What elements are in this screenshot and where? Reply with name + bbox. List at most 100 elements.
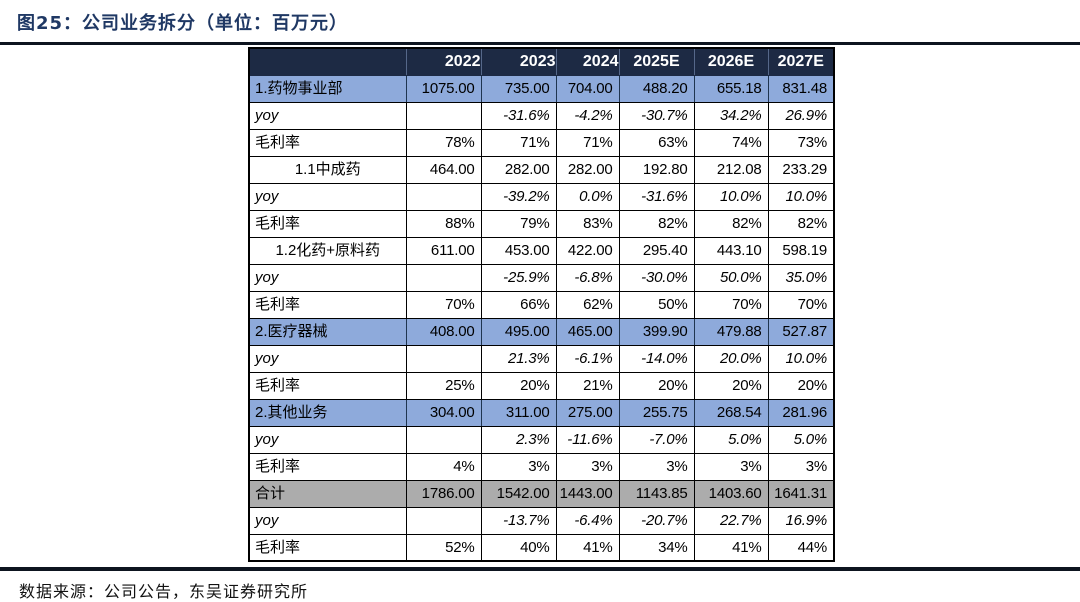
section-row: 2.其他业务 304.00 311.00 275.00 255.75 268.54 281.… bbox=[248, 398, 835, 427]
margin-row: 毛利率 78% 71% 71% 63% 74% 73% bbox=[248, 128, 835, 157]
business-breakdown-table: 2022 2023 2024 2025E 2026E 2027E 1.药物事业部 1075.… bbox=[248, 47, 835, 562]
value-cell: 70% bbox=[405, 290, 482, 319]
header-cell-2027E: 2027E bbox=[767, 47, 835, 76]
value-cell: 20% bbox=[618, 371, 695, 400]
row-label: 毛利率 bbox=[248, 290, 407, 319]
value-cell: -25.9% bbox=[480, 263, 557, 292]
row-label: 1.药物事业部 bbox=[248, 74, 407, 103]
sub-row: 1.2化药+原料药 611.00 453.00 422.00 295.40 443.10 5… bbox=[248, 236, 835, 265]
value-cell: 408.00 bbox=[405, 317, 482, 346]
value-cell: 78% bbox=[405, 128, 482, 157]
value-cell: 3% bbox=[693, 452, 769, 481]
value-cell: 35.0% bbox=[767, 263, 835, 292]
margin-row: 毛利率 25% 20% 21% 20% 20% 20% bbox=[248, 371, 835, 400]
value-cell: 704.00 bbox=[555, 74, 620, 103]
value-cell: 0.0% bbox=[555, 182, 620, 211]
value-cell: 52% bbox=[405, 533, 482, 562]
table-header: 2022 2023 2024 2025E 2026E 2027E bbox=[248, 47, 835, 76]
value-cell: 25% bbox=[405, 371, 482, 400]
value-cell: 20.0% bbox=[693, 344, 769, 373]
value-cell: -6.1% bbox=[555, 344, 620, 373]
row-label: yoy bbox=[248, 182, 407, 211]
value-cell: 21.3% bbox=[480, 344, 557, 373]
margin-row: 毛利率 88% 79% 83% 82% 82% 82% bbox=[248, 209, 835, 238]
value-cell: 20% bbox=[693, 371, 769, 400]
value-cell: 479.88 bbox=[693, 317, 769, 346]
value-cell: 281.96 bbox=[767, 398, 835, 427]
section-row: 1.药物事业部 1075.00 735.00 704.00 488.20 655.18 83… bbox=[248, 74, 835, 103]
value-cell: 422.00 bbox=[555, 236, 620, 265]
value-cell: 1641.31 bbox=[767, 479, 835, 508]
value-cell: 495.00 bbox=[480, 317, 557, 346]
value-cell: 50.0% bbox=[693, 263, 769, 292]
row-label: 2.其他业务 bbox=[248, 398, 407, 427]
value-cell: 1542.00 bbox=[480, 479, 557, 508]
header-cell-2023: 2023 bbox=[480, 47, 557, 76]
value-cell: 50% bbox=[618, 290, 695, 319]
value-cell: 71% bbox=[480, 128, 557, 157]
value-cell: -7.0% bbox=[618, 425, 695, 454]
value-cell: 83% bbox=[555, 209, 620, 238]
row-label: 2.医疗器械 bbox=[248, 317, 407, 346]
row-label: 毛利率 bbox=[248, 128, 407, 157]
yoy-row: yoy -31.6% -4.2% -30.7% 34.2% 26.9% bbox=[248, 101, 835, 130]
value-cell: 255.75 bbox=[618, 398, 695, 427]
value-cell bbox=[405, 344, 482, 373]
value-cell bbox=[405, 425, 482, 454]
value-cell: 20% bbox=[767, 371, 835, 400]
yoy-row: yoy 21.3% -6.1% -14.0% 20.0% 10.0% bbox=[248, 344, 835, 373]
value-cell: 3% bbox=[767, 452, 835, 481]
header-cell-2022: 2022 bbox=[405, 47, 482, 76]
value-cell: 453.00 bbox=[480, 236, 557, 265]
value-cell: 282.00 bbox=[480, 155, 557, 184]
value-cell: -30.0% bbox=[618, 263, 695, 292]
value-cell: 66% bbox=[480, 290, 557, 319]
value-cell: 212.08 bbox=[693, 155, 769, 184]
row-label: 合计 bbox=[248, 479, 407, 508]
value-cell: 34.2% bbox=[693, 101, 769, 130]
value-cell: 41% bbox=[693, 533, 769, 562]
margin-row: 毛利率 4% 3% 3% 3% 3% 3% bbox=[248, 452, 835, 481]
section-row: 2.医疗器械 408.00 495.00 465.00 399.90 479.88 527.… bbox=[248, 317, 835, 346]
yoy-row: yoy -13.7% -6.4% -20.7% 22.7% 16.9% bbox=[248, 506, 835, 535]
margin-row: 毛利率 70% 66% 62% 50% 70% 70% bbox=[248, 290, 835, 319]
value-cell: 465.00 bbox=[555, 317, 620, 346]
value-cell: 655.18 bbox=[693, 74, 769, 103]
value-cell: 44% bbox=[767, 533, 835, 562]
value-cell: 79% bbox=[480, 209, 557, 238]
value-cell: 41% bbox=[555, 533, 620, 562]
row-label: 1.2化药+原料药 bbox=[248, 236, 407, 265]
top-rule bbox=[0, 42, 1080, 45]
value-cell: 34% bbox=[618, 533, 695, 562]
value-cell: 464.00 bbox=[405, 155, 482, 184]
value-cell bbox=[405, 263, 482, 292]
value-cell: 5.0% bbox=[693, 425, 769, 454]
value-cell: 20% bbox=[480, 371, 557, 400]
header-cell-2025E: 2025E bbox=[618, 47, 695, 76]
value-cell: 82% bbox=[618, 209, 695, 238]
value-cell: 399.90 bbox=[618, 317, 695, 346]
table-body: 1.药物事业部 1075.00 735.00 704.00 488.20 655.18 83… bbox=[248, 74, 835, 562]
value-cell: 311.00 bbox=[480, 398, 557, 427]
value-cell: 82% bbox=[693, 209, 769, 238]
value-cell: 62% bbox=[555, 290, 620, 319]
source-note: 数据来源：公司公告，东吴证券研究所 bbox=[19, 582, 309, 601]
value-cell: 192.80 bbox=[618, 155, 695, 184]
value-cell: 5.0% bbox=[767, 425, 835, 454]
value-cell: 233.29 bbox=[767, 155, 835, 184]
header-blank-cell bbox=[248, 47, 407, 76]
row-label: 毛利率 bbox=[248, 371, 407, 400]
row-label: yoy bbox=[248, 344, 407, 373]
value-cell: 70% bbox=[693, 290, 769, 319]
row-label: yoy bbox=[248, 263, 407, 292]
value-cell: -6.8% bbox=[555, 263, 620, 292]
value-cell: 88% bbox=[405, 209, 482, 238]
value-cell: 4% bbox=[405, 452, 482, 481]
value-cell: 1075.00 bbox=[405, 74, 482, 103]
yoy-row: yoy -39.2% 0.0% -31.6% 10.0% 10.0% bbox=[248, 182, 835, 211]
value-cell: 611.00 bbox=[405, 236, 482, 265]
value-cell: -14.0% bbox=[618, 344, 695, 373]
row-label: 毛利率 bbox=[248, 452, 407, 481]
value-cell: 282.00 bbox=[555, 155, 620, 184]
